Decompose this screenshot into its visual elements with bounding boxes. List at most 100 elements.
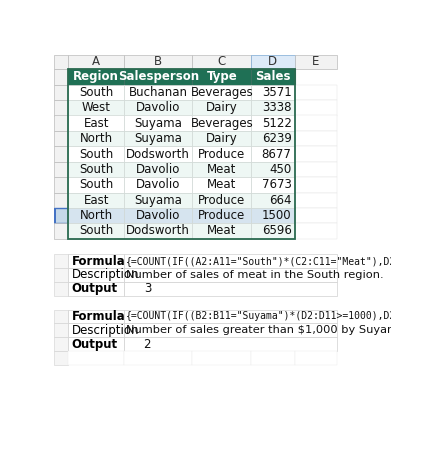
- Text: Suyama: Suyama: [134, 194, 182, 207]
- Text: Produce: Produce: [198, 147, 245, 160]
- Bar: [294, 131, 336, 146]
- Bar: [68, 208, 124, 223]
- Text: 3338: 3338: [261, 101, 291, 114]
- Text: 3571: 3571: [261, 86, 291, 99]
- Text: West: West: [82, 101, 111, 114]
- Bar: [251, 193, 294, 208]
- Text: {=COUNT(IF((A2:A11="South")*(C2:C11="Meat"),D2:D11))}: {=COUNT(IF((A2:A11="South")*(C2:C11="Mea…: [126, 256, 434, 266]
- Bar: [124, 223, 192, 239]
- Bar: [192, 351, 251, 365]
- Bar: [294, 177, 336, 193]
- Bar: [192, 131, 251, 146]
- Text: Davolio: Davolio: [136, 101, 180, 114]
- Bar: [192, 68, 251, 85]
- Bar: [54, 223, 68, 239]
- Bar: [124, 193, 192, 208]
- Text: Dodsworth: Dodsworth: [126, 147, 190, 160]
- Text: Description: Description: [71, 268, 138, 281]
- Bar: [54, 282, 68, 296]
- Bar: [54, 193, 68, 208]
- Text: 664: 664: [268, 194, 291, 207]
- Text: Meat: Meat: [207, 225, 236, 237]
- Bar: [54, 55, 68, 68]
- Text: South: South: [79, 225, 113, 237]
- Bar: [192, 100, 251, 116]
- Bar: [251, 223, 294, 239]
- Text: Sales: Sales: [255, 70, 290, 83]
- Bar: [68, 146, 124, 162]
- Text: East: East: [83, 194, 109, 207]
- Bar: [68, 351, 124, 365]
- Text: 7673: 7673: [261, 178, 291, 191]
- Bar: [192, 177, 251, 193]
- Bar: [68, 116, 124, 131]
- Bar: [251, 100, 294, 116]
- Bar: [68, 177, 124, 193]
- Text: Beverages: Beverages: [190, 86, 253, 99]
- Text: 1500: 1500: [261, 209, 291, 222]
- Bar: [68, 100, 124, 116]
- Text: Number of sales greater than $1,000 by Suyama.: Number of sales greater than $1,000 by S…: [126, 325, 408, 335]
- Text: C: C: [217, 55, 225, 68]
- Bar: [54, 100, 68, 116]
- Bar: [124, 162, 192, 177]
- Bar: [251, 55, 294, 68]
- Text: 450: 450: [269, 163, 291, 176]
- Text: D: D: [268, 55, 277, 68]
- Text: {=COUNT(IF((B2:B11="Suyama")*(D2:D11>=1000),D2:D11))}: {=COUNT(IF((B2:B11="Suyama")*(D2:D11>=10…: [126, 311, 434, 322]
- Bar: [124, 337, 336, 351]
- Text: 8677: 8677: [261, 147, 291, 160]
- Bar: [68, 310, 124, 323]
- Text: Number of sales of meat in the South region.: Number of sales of meat in the South reg…: [126, 270, 383, 280]
- Bar: [124, 177, 192, 193]
- Text: Produce: Produce: [198, 209, 245, 222]
- Bar: [294, 193, 336, 208]
- Bar: [68, 131, 124, 146]
- Text: Output: Output: [71, 338, 117, 351]
- Bar: [54, 116, 68, 131]
- Bar: [54, 268, 68, 282]
- Text: A: A: [92, 55, 100, 68]
- Bar: [192, 116, 251, 131]
- Text: Davolio: Davolio: [136, 163, 180, 176]
- Bar: [68, 85, 124, 100]
- Text: Beverages: Beverages: [190, 117, 253, 130]
- Bar: [68, 68, 294, 239]
- Text: Salesperson: Salesperson: [117, 70, 198, 83]
- Bar: [192, 85, 251, 100]
- Text: 6239: 6239: [261, 132, 291, 145]
- Bar: [251, 351, 294, 365]
- Bar: [68, 55, 124, 68]
- Text: Suyama: Suyama: [134, 132, 182, 145]
- Text: Produce: Produce: [198, 194, 245, 207]
- Bar: [294, 208, 336, 223]
- Bar: [294, 116, 336, 131]
- Bar: [124, 208, 192, 223]
- Text: 5122: 5122: [261, 117, 291, 130]
- Text: 2: 2: [143, 338, 151, 351]
- Text: B: B: [154, 55, 162, 68]
- Bar: [192, 162, 251, 177]
- Text: South: South: [79, 163, 113, 176]
- Bar: [192, 208, 251, 223]
- Bar: [68, 162, 124, 177]
- Text: Output: Output: [71, 282, 117, 295]
- Bar: [68, 337, 124, 351]
- Text: South: South: [79, 147, 113, 160]
- Bar: [54, 68, 68, 85]
- Bar: [54, 177, 68, 193]
- Bar: [124, 146, 192, 162]
- Bar: [124, 310, 336, 323]
- Text: Formula: Formula: [71, 310, 125, 323]
- Bar: [294, 85, 336, 100]
- Bar: [251, 146, 294, 162]
- Text: Dodsworth: Dodsworth: [126, 225, 190, 237]
- Bar: [124, 68, 192, 85]
- Bar: [251, 116, 294, 131]
- Text: Region: Region: [73, 70, 119, 83]
- Bar: [124, 351, 192, 365]
- Bar: [192, 55, 251, 68]
- Bar: [68, 282, 124, 296]
- Text: Meat: Meat: [207, 178, 236, 191]
- Text: Description: Description: [71, 324, 138, 337]
